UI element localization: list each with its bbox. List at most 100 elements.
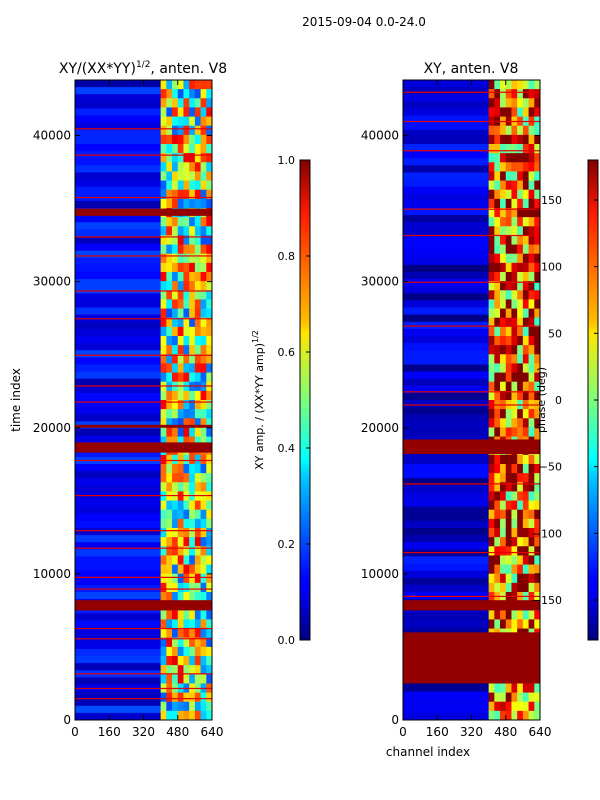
phase-feature-cell [517,217,524,227]
amplitude-background-strip [75,485,212,494]
amplitude-feature-cell [189,162,196,172]
amplitude-feature-cell [172,409,179,419]
amplitude-background-strip [75,371,212,380]
phase-feature-cell [528,208,535,218]
amplitude-feature-cell [166,546,173,556]
phase-feature-cell [528,619,535,630]
phase-feature-cell [505,336,512,346]
amplitude-feature-cell [200,134,207,145]
amplitude-feature-cell [160,262,167,273]
amplitude-feature-cell [172,262,179,273]
phase-feature-cell [511,326,518,337]
amplitude-feature-cell [194,336,202,346]
phase-background-strip [403,492,540,501]
amplitude-feature-cell [194,674,202,684]
phase-saturated-band [403,439,540,455]
phase-feature-cell [505,372,512,383]
phase-feature-cell [511,381,518,392]
phase-feature-cell [488,363,495,374]
amplitude-feature-cell [160,98,167,108]
amplitude-feature-cell [166,372,173,383]
amplitude-feature-cell [160,125,167,136]
phase-feature-cell [511,281,518,291]
phase-feature-cell [534,134,540,145]
phase-feature-cell [528,454,535,465]
amplitude-feature-cell [172,299,179,310]
amplitude-feature-cell [177,628,184,639]
phase-feature-cell [488,491,495,502]
phase-feature-cell [517,290,524,300]
amplitude-feature-cell [200,390,207,401]
amplitude-feature-cell [166,134,173,145]
amplitude-flag-row [75,627,212,630]
amplitude-feature-cell [206,482,212,492]
phase-feature-cell [488,89,495,99]
phase-x-tick-label: 480 [494,725,517,739]
phase-feature-cell [505,171,512,182]
phase-background-strip [403,428,540,437]
phase-feature-cell [534,208,540,218]
amplitude-feature-cell [160,610,167,620]
amplitude-feature-cell [177,326,184,337]
phase-feature-cell [528,710,535,720]
phase-feature-cell [517,692,524,703]
phase-feature-cell [534,500,540,511]
amplitude-feature-cell [189,509,196,520]
amplitude-feature-cell [189,674,196,684]
phase-feature-cell [494,198,501,209]
phase-flag-row [403,404,540,406]
amplitude-feature-cell [166,427,173,438]
phase-feature-cell [488,473,495,483]
amplitude-feature-cell [160,290,167,300]
phase-feature-cell [494,244,501,255]
phase-background-strip [403,172,540,181]
phase-feature-cell [528,573,535,584]
phase-feature-cell [505,701,512,712]
phase-feature-cell [500,573,507,584]
amplitude-feature-cell [206,189,212,200]
phase-feature-cell [517,180,524,191]
phase-feature-cell [488,189,495,200]
phase-flag-row [403,208,540,210]
phase-feature-cell [522,308,530,319]
phase-feature-cell [500,692,507,703]
phase-feature-cell [517,683,524,694]
phase-feature-cell [505,573,512,584]
amplitude-feature-cell [194,116,202,127]
phase-feature-cell [505,217,512,227]
amplitude-feature-cell [194,656,202,666]
amplitude-feature-cell [160,637,167,648]
phase-feature-cell [494,98,501,108]
phase-feature-cell [522,290,530,300]
amplitude-feature-cell [194,134,202,145]
amplitude-y-tick-label: 30000 [33,275,71,289]
phase-background-strip [403,243,540,252]
amplitude-colorbar-tick-label: 0.0 [278,634,296,647]
phase-feature-cell [534,107,540,118]
amplitude-feature-cell [206,509,212,520]
amplitude-feature-cell [183,537,190,547]
amplitude-background-strip [75,400,212,408]
phase-feature-cell [517,564,524,575]
amplitude-feature-cell [177,253,184,264]
amplitude-feature-cell [160,317,167,328]
phase-feature-cell [505,299,512,310]
amplitude-feature-cell [183,656,190,666]
phase-feature-cell [534,363,540,374]
amplitude-feature-cell [206,491,212,502]
amplitude-feature-cell [183,354,190,364]
amplitude-feature-cell [194,180,202,191]
phase-background-strip [403,236,540,245]
amplitude-feature-cell [194,564,202,575]
amplitude-feature-cell [194,345,202,355]
amplitude-feature-cell [189,180,196,191]
amplitude-background-strip [75,549,212,558]
phase-feature-cell [517,253,524,264]
phase-feature-cell [522,692,530,703]
phase-feature-cell [505,473,512,483]
amplitude-background-strip [75,172,212,181]
amplitude-feature-cell [206,107,212,118]
phase-background-strip [403,257,540,266]
amplitude-feature-cell [194,363,202,374]
phase-background-strip [403,158,540,166]
